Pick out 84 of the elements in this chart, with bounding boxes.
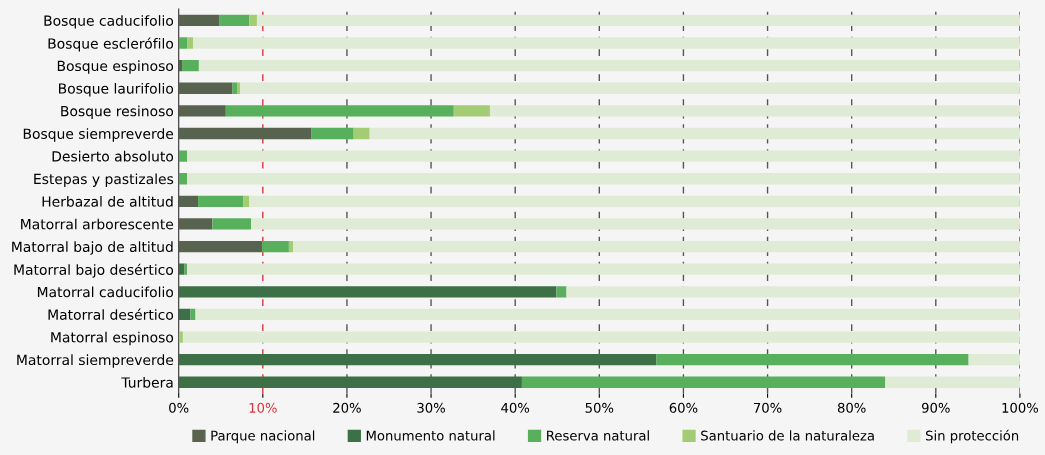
x-tick-label: 60%	[669, 402, 698, 413]
bar	[489, 105, 1020, 117]
x-tick-label: 10%	[249, 402, 277, 413]
y-tick-label: Matorral siempreverde	[17, 354, 174, 368]
bar	[656, 354, 969, 366]
y-tick-label: Matorral caducifolio	[37, 286, 174, 298]
bar	[288, 240, 294, 253]
bar	[251, 218, 1020, 230]
bar	[261, 240, 289, 253]
legend-label: Reserva natural	[547, 430, 649, 441]
bar	[566, 286, 1020, 298]
x-tick-label: 30%	[417, 402, 445, 413]
x-tick-label: 20%	[333, 402, 361, 413]
bar	[178, 263, 185, 275]
y-tick-label: Matorral bajo de altitud	[12, 241, 173, 255]
bar	[178, 127, 312, 140]
bar	[311, 127, 354, 140]
bar	[178, 218, 213, 230]
bar	[178, 150, 188, 162]
bar	[219, 14, 250, 27]
bar	[178, 286, 557, 298]
bar	[293, 240, 1020, 253]
bar	[369, 127, 1020, 140]
bar	[243, 195, 250, 207]
bar	[178, 37, 188, 49]
y-tick-label: Desierto absoluto	[52, 150, 174, 162]
bar	[193, 37, 1020, 49]
bar	[249, 195, 1020, 207]
x-tick-label: 40%	[501, 402, 530, 413]
bar	[232, 82, 238, 94]
x-tick-label: 100%	[1002, 402, 1039, 413]
y-tick-label: Bosque siempreverde	[23, 128, 174, 142]
bar	[178, 173, 188, 185]
bar	[178, 240, 262, 253]
y-tick-label: Bosque espinoso	[57, 60, 174, 74]
bar	[198, 59, 1020, 72]
bar	[178, 82, 233, 94]
bar	[187, 150, 1020, 162]
y-tick-label: Matorral arborescente	[21, 218, 174, 230]
y-tick-label: Bosque esclerófilo	[48, 37, 174, 52]
x-tick-label: 90%	[921, 402, 950, 413]
y-tick-label: Matorral espinoso	[51, 331, 174, 346]
bar	[178, 331, 183, 343]
bar	[212, 218, 252, 230]
x-tick-label: 0%	[169, 402, 189, 413]
bar	[198, 195, 244, 207]
legend-label: Sin protección	[926, 429, 1019, 444]
bar	[178, 308, 191, 321]
bar	[225, 105, 454, 117]
bar	[190, 308, 196, 321]
bar	[195, 308, 1020, 321]
legend-label: Parque nacional	[211, 430, 315, 444]
bar	[182, 331, 1020, 343]
y-tick-label: Estepas y pastizales	[34, 173, 174, 187]
x-tick-label: 80%	[837, 402, 866, 413]
y-tick-label: Matorral bajo desértico	[14, 263, 174, 278]
bar	[556, 286, 567, 298]
x-tick-label: 50%	[585, 402, 614, 413]
legend-label: Santuario de la naturaleza	[701, 430, 874, 441]
bar	[178, 376, 522, 388]
bar	[521, 376, 886, 388]
bar	[187, 173, 1020, 185]
y-tick-label: Bosque resinoso	[61, 105, 174, 120]
y-tick-label: Bosque caducifolio	[44, 15, 174, 29]
bar	[968, 354, 1020, 366]
y-tick-label: Bosque laurifolio	[59, 82, 174, 97]
bar	[178, 354, 657, 366]
bar	[256, 14, 1020, 27]
bar	[178, 105, 226, 117]
bar	[178, 14, 220, 27]
y-tick-label: Turbera	[121, 376, 173, 388]
bar	[240, 82, 1020, 94]
y-tick-label: Matorral desértico	[48, 308, 174, 320]
y-tick-label: Herbazal de altitud	[42, 196, 173, 207]
bar	[249, 14, 257, 27]
bar	[453, 105, 490, 117]
x-tick-label: 70%	[753, 402, 782, 413]
legend-label: Monumento natural	[366, 430, 495, 441]
bar	[187, 263, 1020, 275]
bar	[353, 127, 370, 140]
bar	[187, 37, 193, 49]
bar	[885, 376, 1020, 388]
bar	[182, 59, 199, 72]
bar	[178, 195, 199, 207]
